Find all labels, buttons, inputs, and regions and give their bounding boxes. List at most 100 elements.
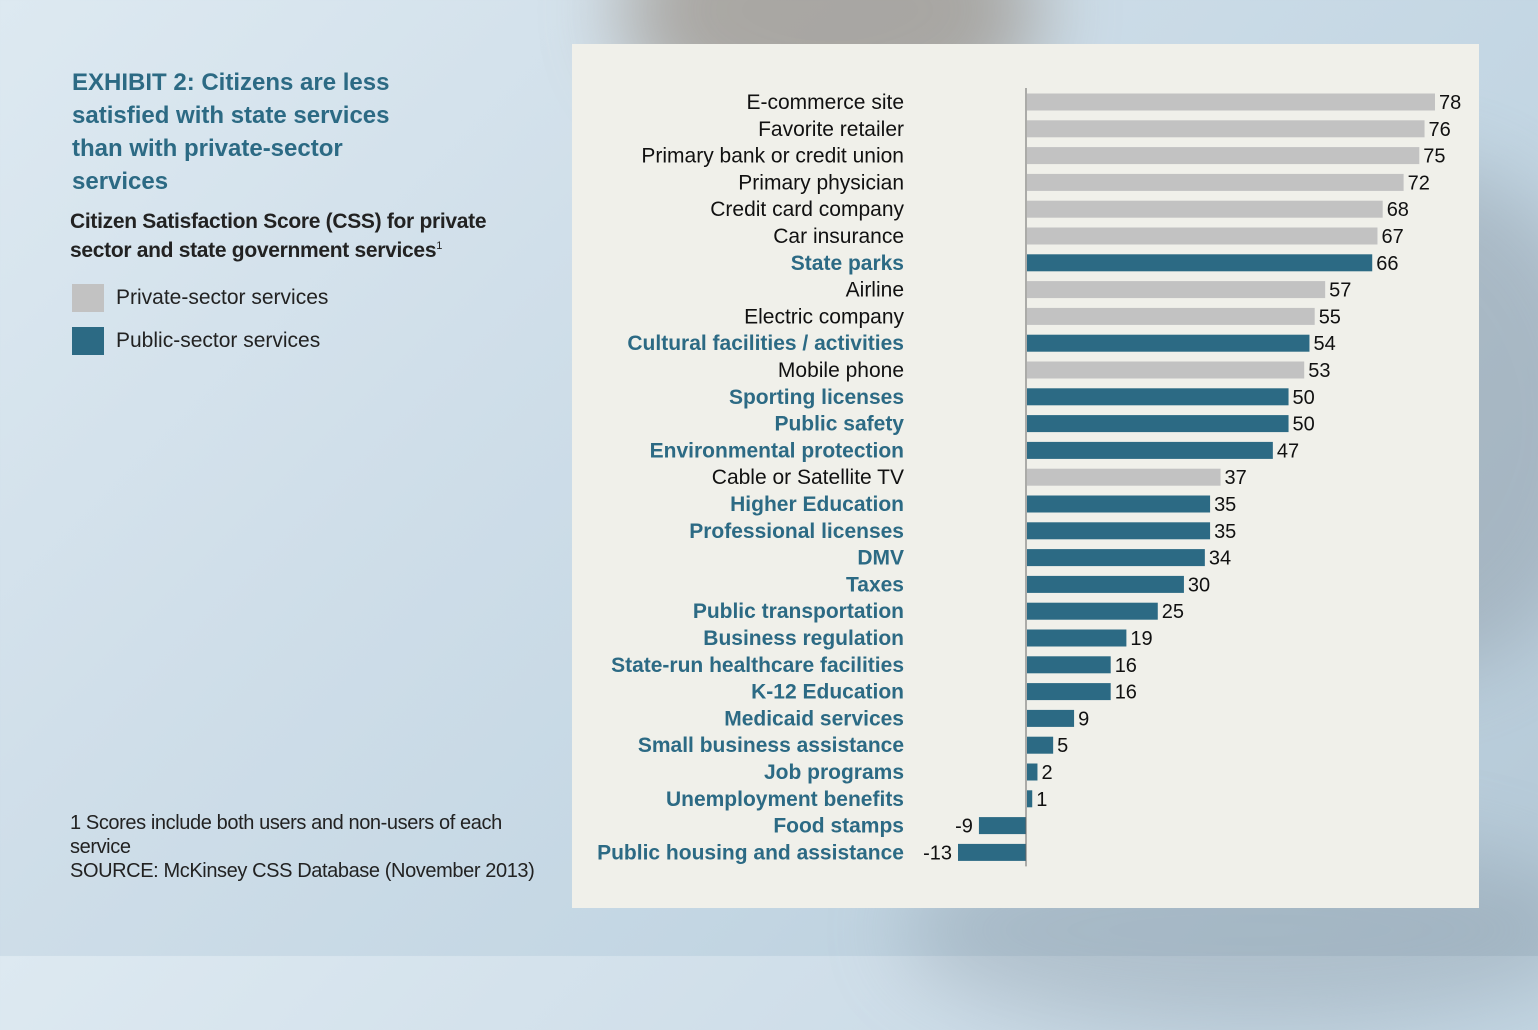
bar-dmv xyxy=(1027,549,1205,567)
bar-favorite-retailer xyxy=(1027,120,1425,138)
legend-label-private: Private-sector services xyxy=(116,286,329,309)
value-label-car-insurance: 67 xyxy=(1381,226,1403,248)
bar-food-stamps xyxy=(978,817,1026,835)
value-label-primary-physician: 72 xyxy=(1408,172,1430,194)
value-label-airline: 57 xyxy=(1329,280,1351,302)
category-label-medicaid-services: Medicaid services xyxy=(724,707,904,730)
category-label-small-business-assistance: Small business assistance xyxy=(638,734,904,757)
bar-e-commerce-site xyxy=(1027,93,1435,111)
legend-swatch-public xyxy=(72,327,104,355)
category-label-public-transportation: Public transportation xyxy=(693,600,904,623)
value-label-credit-card-company: 68 xyxy=(1387,199,1409,221)
category-label-e-commerce-site: E-commerce site xyxy=(746,91,904,114)
bar-chart: E-commerce site 78 Favorite retailer 76 Prim… xyxy=(597,88,1461,867)
bar-state-parks xyxy=(1027,254,1373,272)
legend: Private-sector services Public-sector se… xyxy=(72,283,328,369)
bar-unemployment-benefits xyxy=(1027,790,1033,808)
legend-swatch-private xyxy=(72,284,104,312)
category-label-primary-physician: Primary physician xyxy=(738,171,904,194)
value-label-sporting-licenses: 50 xyxy=(1293,387,1315,409)
category-label-favorite-retailer: Favorite retailer xyxy=(758,118,904,141)
value-label-higher-education: 35 xyxy=(1214,494,1236,516)
category-label-state-parks: State parks xyxy=(791,252,904,275)
category-label-taxes: Taxes xyxy=(846,573,904,596)
category-label-business-regulation: Business regulation xyxy=(703,627,904,650)
footnote-source: SOURCE: McKinsey CSS Database (November … xyxy=(70,860,535,882)
bar-state-run-healthcare-facilities xyxy=(1027,656,1111,674)
category-label-credit-card-company: Credit card company xyxy=(710,198,904,221)
bar-public-housing-and-assistance xyxy=(958,843,1026,861)
value-label-k-12-education: 16 xyxy=(1115,682,1137,704)
category-label-environmental-protection: Environmental protection xyxy=(650,439,904,462)
category-label-electric-company: Electric company xyxy=(744,305,904,328)
category-label-unemployment-benefits: Unemployment benefits xyxy=(666,788,904,811)
category-label-primary-bank-or-credit-union: Primary bank or credit union xyxy=(641,145,904,168)
value-label-public-transportation: 25 xyxy=(1162,601,1184,623)
footnote-scores: 1 Scores include both users and non-user… xyxy=(70,812,502,858)
bar-k-12-education xyxy=(1027,683,1111,701)
value-label-primary-bank-or-credit-union: 75 xyxy=(1423,146,1445,168)
category-label-car-insurance: Car insurance xyxy=(773,225,904,248)
value-label-state-parks: 66 xyxy=(1376,253,1398,275)
category-label-mobile-phone: Mobile phone xyxy=(778,359,904,382)
category-label-cable-or-satellite-tv: Cable or Satellite TV xyxy=(712,466,904,489)
bar-mobile-phone xyxy=(1027,361,1305,379)
value-label-state-run-healthcare-facilities: 16 xyxy=(1115,655,1137,677)
legend-item-private: Private-sector services xyxy=(72,283,328,313)
category-label-sporting-licenses: Sporting licenses xyxy=(729,386,904,409)
chart-panel: E-commerce site 78 Favorite retailer 76 Prim… xyxy=(572,44,1479,908)
bar-business-regulation xyxy=(1027,629,1127,647)
value-label-professional-licenses: 35 xyxy=(1214,521,1236,543)
category-label-job-programs: Job programs xyxy=(764,761,904,784)
bar-primary-bank-or-credit-union xyxy=(1027,147,1420,165)
footnote: 1 Scores include both users and non-user… xyxy=(70,811,540,883)
bar-medicaid-services xyxy=(1027,709,1075,727)
value-label-taxes: 30 xyxy=(1188,574,1210,596)
value-label-cable-or-satellite-tv: 37 xyxy=(1225,467,1247,489)
bar-sporting-licenses xyxy=(1027,388,1289,406)
value-label-mobile-phone: 53 xyxy=(1308,360,1330,382)
bar-electric-company xyxy=(1027,307,1315,325)
bar-environmental-protection xyxy=(1027,441,1273,459)
bar-credit-card-company xyxy=(1027,200,1383,218)
bar-professional-licenses xyxy=(1027,522,1211,540)
bar-job-programs xyxy=(1027,763,1038,781)
bar-taxes xyxy=(1027,575,1184,593)
bar-small-business-assistance xyxy=(1027,736,1054,754)
bar-airline xyxy=(1027,281,1326,299)
value-label-environmental-protection: 47 xyxy=(1277,440,1299,462)
category-label-higher-education: Higher Education xyxy=(730,493,904,516)
category-label-public-housing-and-assistance: Public housing and assistance xyxy=(597,841,904,864)
value-label-public-safety: 50 xyxy=(1293,414,1315,436)
value-label-food-stamps: -9 xyxy=(955,816,973,838)
value-label-small-business-assistance: 5 xyxy=(1057,735,1068,757)
category-label-cultural-facilities-activities: Cultural facilities / activities xyxy=(627,332,904,355)
chart-subtitle: Citizen Satisfaction Score (CSS) for pri… xyxy=(70,210,540,263)
bar-higher-education xyxy=(1027,495,1211,513)
value-label-job-programs: 2 xyxy=(1041,762,1052,784)
bar-public-transportation xyxy=(1027,602,1158,620)
category-label-food-stamps: Food stamps xyxy=(773,815,904,838)
category-label-public-safety: Public safety xyxy=(774,413,904,436)
value-label-public-housing-and-assistance: -13 xyxy=(923,842,952,864)
category-label-airline: Airline xyxy=(846,279,904,302)
bar-public-safety xyxy=(1027,415,1289,433)
bar-primary-physician xyxy=(1027,173,1404,191)
value-label-unemployment-benefits: 1 xyxy=(1036,789,1047,811)
legend-label-public: Public-sector services xyxy=(116,329,321,352)
exhibit-title: EXHIBIT 2: Citizens are less satisfied w… xyxy=(72,69,390,195)
bar-car-insurance xyxy=(1027,227,1378,245)
category-label-professional-licenses: Professional licenses xyxy=(689,520,904,543)
footnote-mark: 1 xyxy=(436,240,443,252)
value-label-e-commerce-site: 78 xyxy=(1439,92,1461,114)
value-label-cultural-facilities-activities: 54 xyxy=(1313,333,1335,355)
legend-item-public: Public-sector services xyxy=(72,326,328,356)
value-label-medicaid-services: 9 xyxy=(1078,708,1089,730)
category-label-state-run-healthcare-facilities: State-run healthcare facilities xyxy=(611,654,904,677)
category-label-dmv: DMV xyxy=(857,547,904,570)
value-label-business-regulation: 19 xyxy=(1130,628,1152,650)
value-label-electric-company: 55 xyxy=(1319,306,1341,328)
bar-cable-or-satellite-tv xyxy=(1027,468,1221,486)
bar-cultural-facilities-activities xyxy=(1027,334,1310,352)
value-label-favorite-retailer: 76 xyxy=(1429,119,1451,141)
